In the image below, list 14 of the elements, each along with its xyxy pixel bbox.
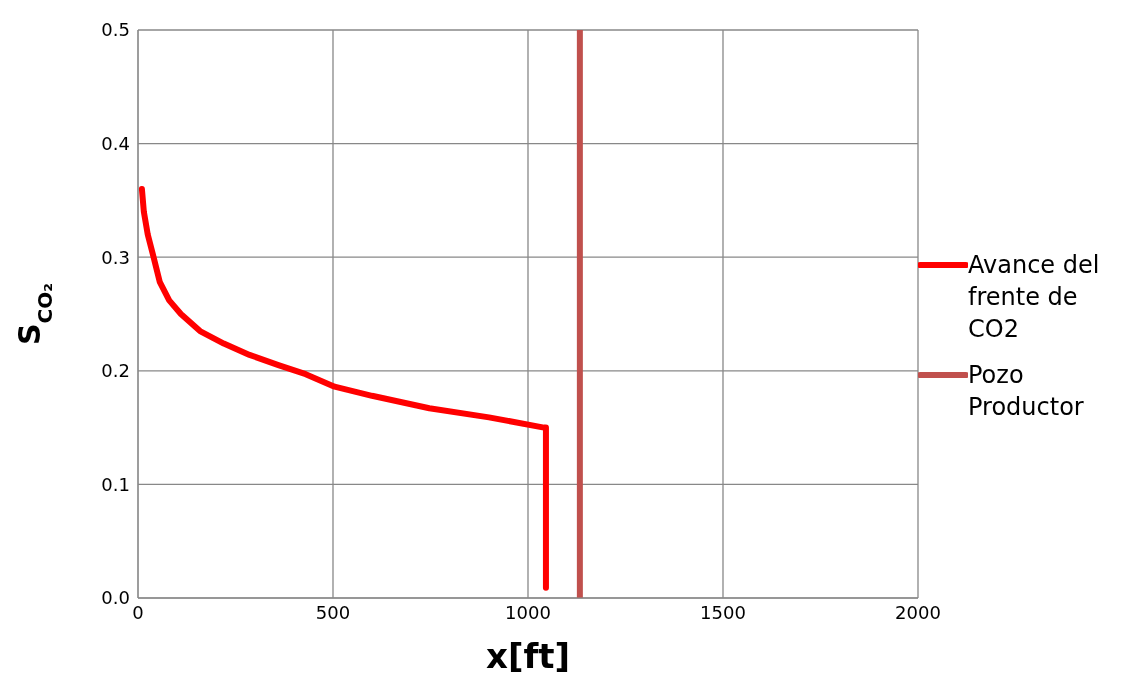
x-tick-label: 2000 — [895, 601, 941, 623]
x-tick-label: 0 — [132, 601, 144, 623]
y-tick-label: 0.3 — [101, 246, 130, 268]
y-tick-label: 0.0 — [101, 587, 130, 609]
x-tick-label: 1500 — [700, 601, 746, 623]
x-axis-title: x[ft] — [485, 636, 571, 676]
legend-label: Pozo Productor — [968, 360, 1085, 423]
y-tick-label: 0.5 — [101, 19, 130, 41]
y-tick-label: 0.4 — [101, 132, 130, 154]
x-tick-label: 1000 — [505, 601, 551, 623]
legend-label: Avance del frente de CO2 — [968, 250, 1101, 345]
y-tick-label: 0.1 — [101, 473, 130, 495]
y-tick-label: 0.2 — [101, 360, 130, 382]
x-tick-label: 500 — [315, 601, 351, 623]
